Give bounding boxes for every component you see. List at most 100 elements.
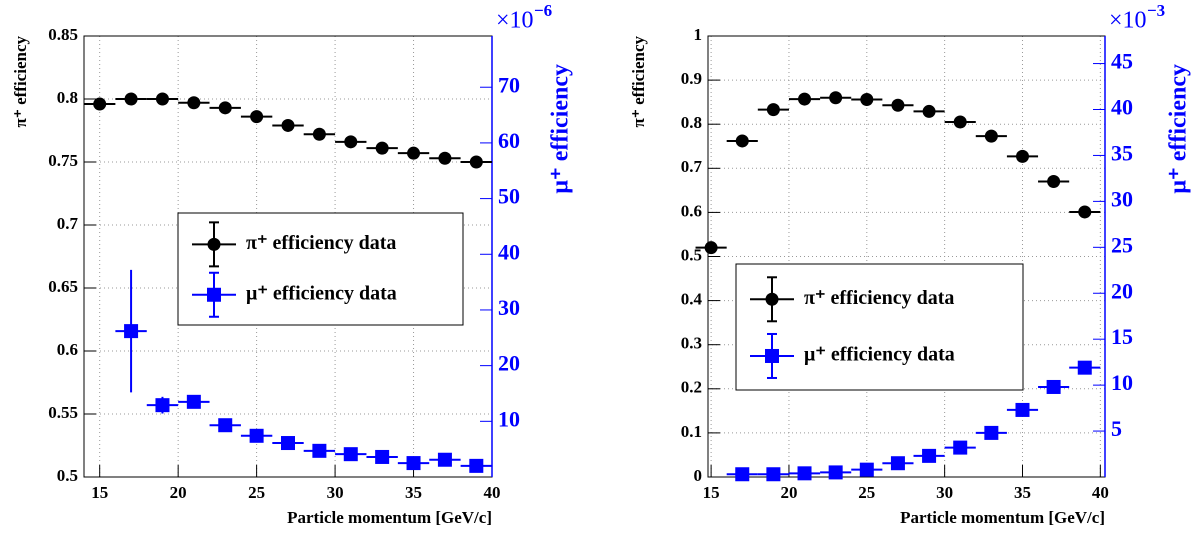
marker	[124, 324, 139, 339]
marker	[312, 127, 326, 141]
marker	[469, 155, 483, 169]
legend-label: π⁺ efficiency data	[804, 287, 954, 309]
x-tick-label: 30	[327, 483, 344, 502]
x-tick-label: 35	[1014, 483, 1031, 502]
marker	[1047, 175, 1061, 189]
legend-marker	[207, 287, 221, 302]
legend-label: μ⁺ efficiency data	[246, 282, 397, 304]
marker	[437, 452, 452, 467]
y-tick-label: 0	[694, 466, 703, 485]
marker	[859, 462, 874, 477]
marker	[953, 115, 967, 129]
legend-label: μ⁺ efficiency data	[804, 344, 955, 366]
marker	[186, 394, 201, 409]
y-tick-label: 0.65	[48, 277, 78, 296]
marker	[766, 103, 780, 117]
marker	[344, 135, 358, 149]
x-axis-title: Particle momentum [GeV/c]	[900, 508, 1105, 527]
marker	[766, 467, 781, 482]
marker	[984, 425, 999, 440]
marker	[1078, 205, 1092, 219]
y-axis-title: π⁺ efficiency	[629, 36, 648, 128]
marker	[281, 436, 295, 451]
y2-tick-label: 10	[1111, 370, 1133, 395]
marker	[375, 449, 390, 464]
y2-axis-title: μ⁺ efficiency	[548, 64, 574, 194]
x-tick-label: 20	[780, 483, 797, 502]
y2-tick-label: 20	[1111, 278, 1133, 303]
marker	[891, 98, 905, 112]
y-tick-label: 0.8	[57, 88, 78, 107]
y-tick-label: 0.85	[48, 25, 78, 44]
y-tick-label: 0.2	[681, 378, 702, 397]
y2-tick-label: 35	[1111, 140, 1133, 165]
y-tick-label: 0.7	[681, 157, 703, 176]
plot-frame	[707, 35, 1106, 478]
x-tick-label: 30	[936, 483, 953, 502]
y-tick-label: 0.3	[681, 334, 702, 353]
y2-tick-label: 45	[1111, 49, 1133, 74]
y2-multiplier: ×10	[1109, 8, 1147, 34]
legend-box	[735, 263, 1024, 391]
y-axis-title: π⁺ efficiency	[11, 36, 30, 128]
y2-tick-label: 50	[498, 184, 520, 209]
x-tick-label: 15	[91, 483, 108, 502]
marker	[1077, 360, 1092, 375]
y2-tick-label: 60	[498, 128, 520, 153]
marker	[798, 92, 812, 106]
y2-tick-label: 25	[1111, 232, 1133, 257]
y2-tick-label: 20	[498, 351, 520, 376]
marker	[735, 134, 749, 148]
marker	[312, 443, 327, 458]
y2-tick-label: 15	[1111, 324, 1133, 349]
legend: π⁺ efficiency data μ⁺ efficiency data	[177, 212, 464, 326]
marker	[218, 418, 233, 433]
marker	[343, 447, 358, 462]
y2-tick-label: 70	[498, 72, 520, 97]
x-tick-label: 40	[484, 483, 501, 502]
y-tick-label: 0.75	[48, 151, 78, 170]
marker	[797, 466, 812, 481]
x-tick-label: 25	[858, 483, 875, 502]
x-tick-label: 25	[248, 483, 265, 502]
marker	[984, 129, 998, 143]
x-axis-title: Particle momentum [GeV/c]	[287, 508, 492, 527]
legend-box	[177, 212, 464, 326]
x-tick-label: 35	[405, 483, 422, 502]
marker	[155, 398, 170, 413]
legend-marker	[765, 292, 779, 306]
marker	[187, 96, 201, 110]
y-tick-label: 0.1	[681, 422, 702, 441]
marker	[438, 151, 452, 165]
marker	[407, 146, 421, 160]
marker	[218, 101, 232, 115]
marker	[1015, 402, 1030, 417]
y-tick-label: 0.6	[681, 201, 702, 220]
legend-marker	[207, 237, 221, 251]
y2-tick-label: 30	[1111, 186, 1133, 211]
marker	[249, 428, 264, 443]
x-tick-label: 20	[170, 483, 187, 502]
marker	[375, 141, 389, 155]
y2-multiplier-exponent: −3	[1147, 1, 1165, 20]
y2-tick-label: 40	[1111, 95, 1133, 120]
marker	[250, 110, 264, 124]
y2-tick-label: 30	[498, 295, 520, 320]
y-tick-label: 0.8	[681, 113, 702, 132]
marker	[1015, 149, 1029, 163]
legend-marker	[765, 348, 779, 363]
y-tick-label: 0.55	[48, 403, 78, 422]
marker	[406, 456, 421, 471]
marker	[922, 448, 937, 463]
y2-multiplier-exponent: −6	[534, 1, 552, 20]
marker	[953, 440, 968, 455]
y-tick-label: 0.5	[681, 245, 702, 264]
y2-tick-label: 40	[498, 239, 520, 264]
y-tick-label: 0.4	[681, 290, 703, 309]
marker	[155, 92, 169, 106]
x-tick-label: 15	[703, 483, 720, 502]
marker	[890, 456, 905, 471]
x-tick-label: 40	[1092, 483, 1109, 502]
marker	[860, 93, 874, 107]
